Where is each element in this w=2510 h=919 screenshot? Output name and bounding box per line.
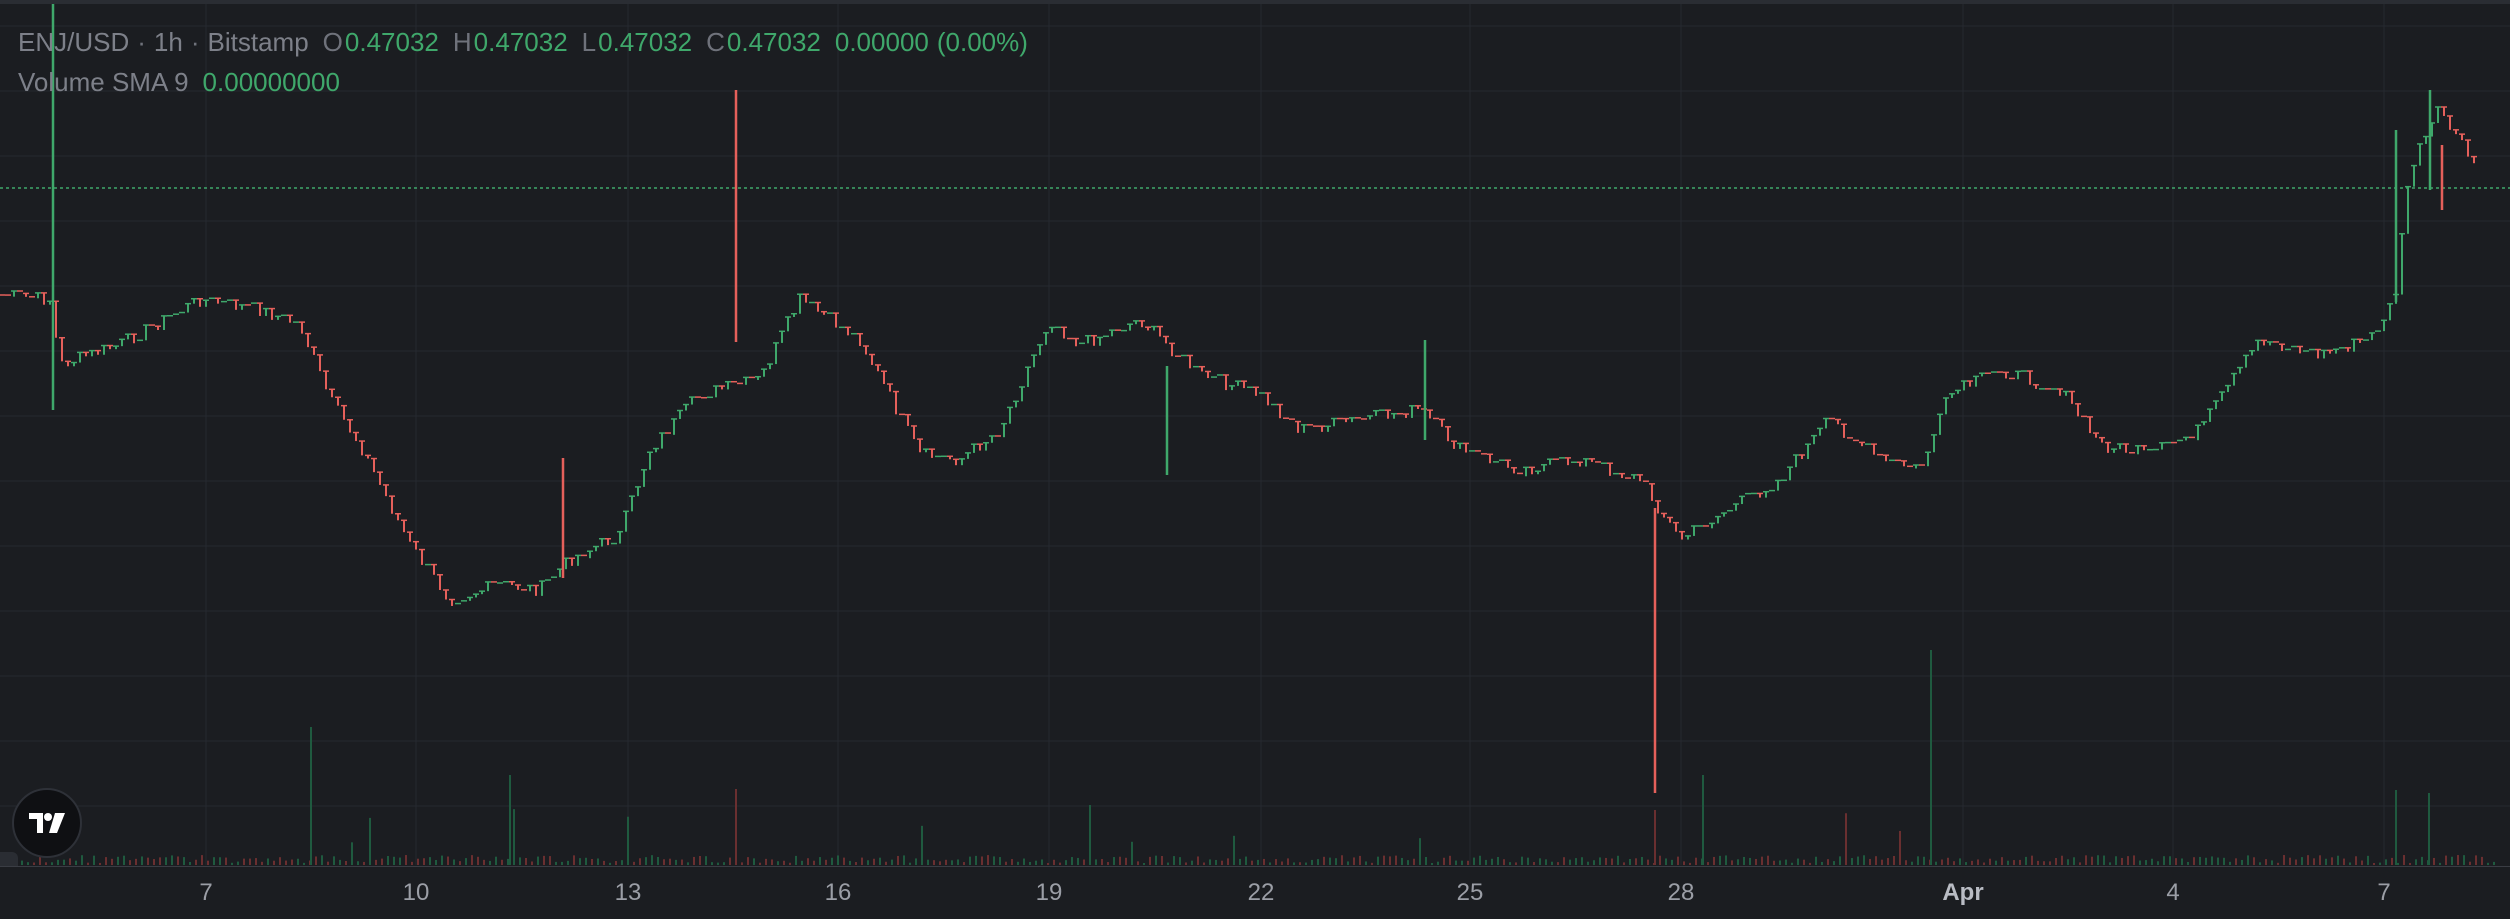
time-axis-label: 4: [2166, 879, 2180, 906]
time-axis-label: 25: [1456, 879, 1484, 906]
volume-indicator-label[interactable]: Volume SMA 9: [18, 67, 189, 97]
symbol-name[interactable]: ENJ/USD: [18, 27, 130, 57]
high-label: H: [452, 27, 472, 57]
chart-top-border: [0, 0, 2510, 4]
exchange-label: Bitstamp: [207, 27, 309, 57]
time-axis-label: 22: [1247, 879, 1275, 906]
open-label: O: [322, 27, 343, 57]
open-value: 0.47032: [344, 27, 439, 57]
time-axis-label: 7: [199, 879, 213, 906]
legend-separator: ·: [137, 27, 146, 57]
price-chart[interactable]: [0, 0, 2510, 865]
time-axis-label: 10: [402, 879, 430, 906]
change-value: 0.00000: [834, 27, 929, 57]
close-value: 0.47032: [726, 27, 821, 57]
volume-bars: [3, 650, 2495, 865]
grid-lines: [0, 0, 2510, 865]
time-axis-label: 13: [614, 879, 642, 906]
low-value: 0.47032: [598, 27, 693, 57]
chart-legend: ENJ/USD · 1h · Bitstamp O 0.47032 H 0.47…: [18, 22, 1028, 102]
change-percent: (0.00%): [936, 27, 1028, 57]
time-axis-label: 28: [1667, 879, 1695, 906]
tradingview-logo-icon: [29, 813, 65, 833]
volume-legend-row[interactable]: Volume SMA 9 0.00000000: [18, 62, 1028, 102]
symbol-legend-row[interactable]: ENJ/USD · 1h · Bitstamp O 0.47032 H 0.47…: [18, 22, 1028, 62]
volume-indicator-value: 0.00000000: [202, 67, 340, 97]
time-axis-label: 7: [2377, 879, 2391, 906]
chart-pane[interactable]: [0, 0, 2510, 865]
close-label: C: [706, 27, 725, 57]
high-value: 0.47032: [473, 27, 568, 57]
interval-label: 1h: [153, 27, 183, 57]
time-axis[interactable]: 7 10 13 16 19 22 25 28 Apr 4 7: [0, 866, 2510, 919]
low-label: L: [581, 27, 597, 57]
time-axis-label: 16: [824, 879, 852, 906]
candles: [0, 0, 2477, 793]
time-axis-label: 19: [1035, 879, 1063, 906]
legend-separator: ·: [190, 27, 200, 57]
time-axis-month-label: Apr: [1942, 879, 1984, 906]
tradingview-logo-icon[interactable]: [12, 788, 82, 858]
